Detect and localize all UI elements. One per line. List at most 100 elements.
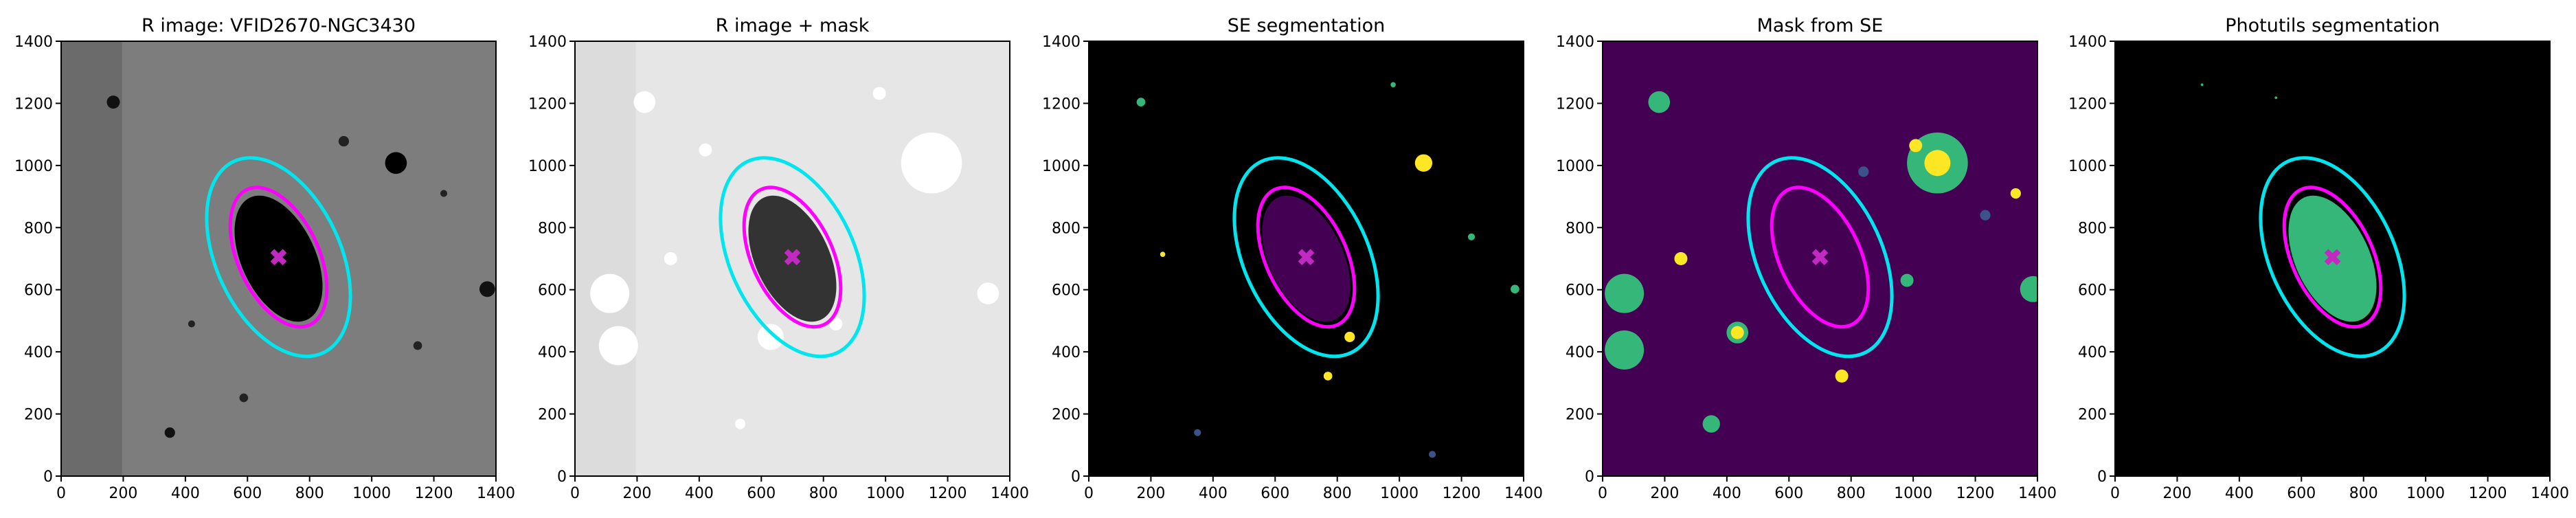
- y-tick-label: 1400: [1556, 34, 1594, 51]
- center-marker: [270, 249, 287, 266]
- x-tick-label: 1400: [1504, 485, 1543, 502]
- ellipse: [1770, 185, 1871, 329]
- x-tick-label: 800: [2349, 485, 2378, 502]
- x-tick-label: 1000: [2406, 485, 2445, 502]
- y-tick-label: 1200: [528, 95, 567, 113]
- x-tick-label: 200: [1650, 485, 1679, 502]
- image: [575, 41, 1010, 476]
- source: [1648, 91, 1671, 113]
- x-tick-label: 1200: [1443, 485, 1481, 502]
- y-tick-label: 600: [1052, 282, 1081, 300]
- source: [872, 87, 886, 100]
- source: [1605, 273, 1645, 313]
- y-tick-label: 600: [2078, 282, 2107, 300]
- axes-frame: [2114, 41, 2551, 477]
- x-tick-label: 200: [622, 485, 651, 502]
- source: [413, 341, 422, 350]
- center-marker: [784, 249, 801, 266]
- source: [1467, 233, 1476, 240]
- image: [61, 41, 496, 476]
- x-tick-label: 1000: [352, 485, 391, 502]
- x-tick-label: 200: [1136, 485, 1165, 502]
- source: [829, 317, 843, 330]
- ellipse: [228, 185, 329, 329]
- source: [1730, 326, 1744, 339]
- panel: Mask from SE 0 200 400 600 800 1000 1200 1400 0 20…: [1556, 15, 2057, 502]
- y-tick-label: 200: [1566, 407, 1594, 424]
- ellipse: [2259, 156, 2406, 359]
- panel: R image: VFID2670-NGC3430 0 200 400 600 800 10…: [14, 15, 515, 502]
- panel-title: SE segmentation: [1228, 15, 1385, 36]
- x-tick-label: 800: [1323, 485, 1352, 502]
- source: [1924, 150, 1951, 177]
- source: [2020, 275, 2037, 302]
- panel: R image + mask 0 200 400 600 800 1000 1200 1400 0…: [528, 15, 1029, 502]
- y-tick-label: 200: [24, 407, 53, 424]
- y-tick-label: 800: [1052, 220, 1081, 237]
- source: [1702, 415, 1720, 433]
- y-tick-label: 1400: [528, 34, 567, 51]
- x-tick-label: 800: [295, 485, 324, 502]
- y-tick-label: 400: [538, 344, 567, 361]
- x-tick-label: 400: [685, 485, 714, 502]
- source: [239, 393, 249, 403]
- center-marker: [1298, 249, 1315, 266]
- y-tick-label: 600: [538, 282, 567, 300]
- x-tick-label: 1000: [1894, 485, 1932, 502]
- panel-title: R image: VFID2670-NGC3430: [142, 15, 416, 36]
- y-tick-label: 800: [1566, 220, 1594, 237]
- x-tick-label: 0: [2110, 485, 2120, 502]
- source: [1605, 330, 1645, 370]
- axes-frame: [574, 41, 1010, 477]
- y-tick-label: 600: [1566, 282, 1594, 300]
- y-tick-label: 1000: [1556, 158, 1594, 175]
- ellipse: [205, 156, 352, 359]
- y-tick-label: 800: [538, 220, 567, 237]
- panel: Photutils segmentation 0 200 400 600 800 1000 1…: [2068, 15, 2569, 502]
- axes-frame: [1602, 41, 2038, 477]
- x-tick-label: 800: [809, 485, 838, 502]
- x-tick-label: 1200: [929, 485, 967, 502]
- panel-title: R image + mask: [716, 15, 870, 36]
- y-tick-label: 0: [557, 469, 567, 486]
- source: [106, 95, 120, 109]
- y-tick-label: 1200: [1042, 95, 1081, 113]
- x-tick-label: 400: [2225, 485, 2254, 502]
- x-tick-label: 600: [747, 485, 776, 502]
- x-tick-label: 1400: [2018, 485, 2057, 502]
- x-tick-label: 800: [1837, 485, 1866, 502]
- source: [664, 252, 677, 265]
- y-tick-label: 400: [2078, 344, 2107, 361]
- axes-frame: [1088, 41, 1524, 477]
- x-tick-label: 1400: [477, 485, 515, 502]
- x-tick-label: 0: [56, 485, 66, 502]
- y-tick-label: 800: [24, 220, 53, 237]
- axes-frame: [60, 41, 497, 477]
- y-tick-label: 1400: [14, 34, 53, 51]
- x-tick-label: 1400: [991, 485, 1029, 502]
- y-tick-label: 1200: [1556, 95, 1594, 113]
- x-tick-label: 0: [570, 485, 580, 502]
- x-tick-label: 600: [2287, 485, 2316, 502]
- source: [1909, 139, 1923, 153]
- source: [479, 281, 495, 297]
- image: [1089, 41, 1524, 476]
- source: [385, 152, 407, 174]
- y-tick-label: 1000: [2068, 158, 2107, 175]
- image: [2115, 41, 2550, 476]
- y-tick-label: 400: [24, 344, 53, 361]
- source: [1344, 331, 1355, 343]
- source: [1323, 372, 1333, 381]
- y-tick-label: 1200: [2068, 95, 2107, 113]
- ellipse: [1232, 156, 1380, 359]
- y-tick-label: 1400: [1042, 34, 1081, 51]
- x-tick-label: 1000: [1380, 485, 1419, 502]
- x-tick-label: 0: [1598, 485, 1607, 502]
- source: [1900, 273, 1914, 287]
- x-tick-label: 400: [1713, 485, 1741, 502]
- y-tick-label: 1000: [1042, 158, 1081, 175]
- y-tick-label: 1000: [528, 158, 567, 175]
- y-tick-label: 800: [2078, 220, 2107, 237]
- source: [1194, 429, 1201, 436]
